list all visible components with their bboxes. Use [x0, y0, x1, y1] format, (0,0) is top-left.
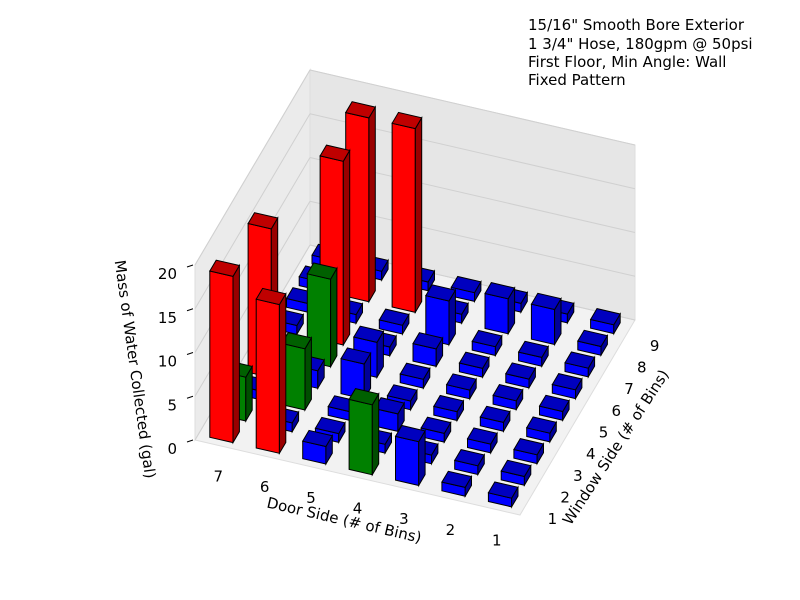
bar-side — [368, 105, 376, 304]
bar-top — [453, 449, 486, 467]
bar-top — [479, 405, 511, 423]
bar-top — [513, 438, 545, 456]
z-tick-label: 10 — [158, 353, 177, 371]
x-tick-label: 1 — [492, 532, 502, 550]
grid-line — [194, 69, 311, 266]
bar-side — [371, 392, 380, 477]
bar-top — [344, 101, 377, 119]
bar-top — [353, 325, 385, 343]
y-tick-label: 4 — [586, 445, 596, 463]
y-tick-label: 7 — [624, 380, 634, 398]
bar-side — [304, 336, 312, 412]
bar-top — [517, 340, 549, 358]
bar-front — [209, 270, 234, 444]
z-tick — [186, 395, 194, 399]
bar-top — [306, 262, 338, 280]
x-tick-label: 2 — [446, 521, 456, 539]
bar-top — [577, 329, 609, 348]
bar-top — [450, 275, 482, 294]
bar-side — [414, 115, 423, 315]
z-tick-label: 5 — [167, 396, 177, 414]
y-tick-label: 8 — [637, 359, 647, 377]
bar-side — [278, 291, 287, 456]
bar-front — [348, 398, 373, 476]
bar-top — [492, 384, 524, 402]
title-line: 15/16" Smooth Bore Exterior — [528, 16, 745, 34]
bar-top — [386, 384, 418, 402]
bar-side — [342, 148, 351, 347]
bar-top — [378, 308, 410, 326]
bar-top — [484, 282, 516, 300]
bar-top — [412, 332, 444, 350]
z-axis-label: Mass of Water Collected (gal) — [111, 259, 159, 480]
bar-top — [425, 284, 457, 302]
z-tick — [186, 264, 194, 268]
bar-top — [445, 373, 477, 391]
bar-top — [538, 394, 570, 413]
bar-front — [255, 298, 280, 454]
bar-front — [530, 303, 556, 346]
bar-top — [301, 429, 334, 448]
bar-side — [330, 266, 338, 369]
bar-top — [433, 394, 465, 413]
y-tick-label: 6 — [612, 402, 622, 420]
x-tick-label: 6 — [260, 478, 270, 496]
bar-top — [394, 424, 426, 443]
bar-front — [395, 435, 420, 487]
z-tick — [186, 352, 194, 355]
bar-top — [340, 347, 372, 365]
bar-top — [441, 470, 473, 488]
bar-top — [525, 416, 558, 434]
z-tick-label: 20 — [158, 265, 177, 283]
x-tick-label: 4 — [353, 500, 363, 518]
bar-top — [564, 351, 596, 369]
bar-top — [420, 416, 452, 434]
bar-front — [391, 122, 416, 314]
bar-top — [399, 362, 431, 380]
bar-top — [505, 362, 537, 380]
grid-line — [309, 69, 636, 146]
y-tick-label: 2 — [560, 489, 570, 507]
bar-top — [255, 287, 287, 306]
x-tick-label: 3 — [399, 510, 409, 528]
z-tick — [186, 439, 194, 443]
bar-top — [487, 481, 519, 499]
bar-top — [530, 292, 562, 311]
bar-top — [348, 388, 380, 406]
z-tick-label: 15 — [158, 309, 177, 327]
bar-top — [466, 427, 498, 445]
title-line: 1 3/4" Hose, 180gpm @ 50psi — [528, 35, 753, 53]
bar-top — [391, 111, 423, 130]
z-tick — [186, 308, 194, 312]
bar-top — [247, 212, 279, 230]
bar-top — [589, 308, 621, 326]
y-tick-label: 3 — [573, 467, 583, 485]
y-tick-label: 5 — [599, 424, 609, 442]
bar-side — [232, 263, 240, 445]
bar-top — [314, 416, 346, 435]
bar-top — [319, 144, 351, 162]
bar-front — [484, 292, 509, 335]
z-tick-label: 0 — [167, 440, 177, 458]
x-tick-label: 7 — [213, 467, 223, 485]
title-line: Fixed Pattern — [528, 71, 626, 89]
y-tick-label: 1 — [548, 510, 558, 528]
y-tick-label: 9 — [650, 337, 660, 355]
bar-top — [500, 459, 532, 478]
bar-top — [551, 373, 583, 391]
bar-top — [209, 259, 241, 277]
title-line: First Floor, Min Angle: Wall — [528, 53, 726, 71]
bar-top — [458, 351, 490, 369]
bar-top — [471, 329, 503, 348]
x-tick-label: 5 — [306, 489, 316, 507]
